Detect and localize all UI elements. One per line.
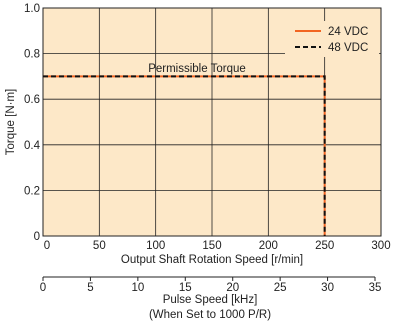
secondary-tick-label: 35 <box>369 282 382 294</box>
y-tick-label: 0.2 <box>24 185 40 197</box>
y-tick-labels: 0 0.2 0.4 0.6 0.8 1.0 <box>24 3 41 243</box>
secondary-axis-label: Pulse Speed [kHz] <box>163 294 258 306</box>
secondary-tick-label: 0 <box>40 282 46 294</box>
x-tick-labels: 0 50 100 150 200 250 300 <box>44 240 391 252</box>
legend-label-48vdc: 48 VDC <box>328 42 368 54</box>
x-tick-label: 200 <box>259 240 278 252</box>
x-tick-label: 50 <box>93 240 106 252</box>
y-tick-label: 0.8 <box>24 49 40 61</box>
y-tick-label: 0.4 <box>24 140 41 152</box>
y-tick-label: 0.6 <box>24 94 40 106</box>
series-line-48-vdc <box>43 75 326 236</box>
y-axis-label: Torque [N·m] <box>5 89 17 155</box>
secondary-tick-label: 5 <box>87 282 93 294</box>
x-axis-label: Output Shaft Rotation Speed [r/min] <box>121 254 303 266</box>
x-tick-label: 100 <box>146 240 165 252</box>
x-tick-label: 0 <box>44 240 50 252</box>
x-tick-label: 250 <box>315 240 334 252</box>
plot-frame <box>42 7 382 237</box>
secondary-tick-label: 20 <box>226 282 239 294</box>
y-tick-label: 0 <box>34 231 40 243</box>
legend-label-24vdc: 24 VDC <box>328 26 368 38</box>
legend-background <box>285 21 379 57</box>
secondary-tick-label: 10 <box>131 282 144 294</box>
x-tick-label: 150 <box>202 240 221 252</box>
x-tick-label: 300 <box>371 240 390 252</box>
secondary-tick-labels: 0 5 10 15 20 25 30 35 <box>40 277 382 294</box>
secondary-tick-label: 30 <box>321 282 334 294</box>
series-lines <box>43 75 326 236</box>
annotation-permissible-torque: Permissible Torque <box>148 63 246 75</box>
legend: 24 VDC 48 VDC <box>285 21 379 57</box>
secondary-axis-sublabel: (When Set to 1000 P/R) <box>149 309 271 321</box>
secondary-axis: 0 5 10 15 20 25 30 35 Pulse Speed [kHz] (When S… <box>40 276 382 321</box>
secondary-tick-label: 25 <box>274 282 287 294</box>
y-tick-label: 1.0 <box>24 3 40 15</box>
secondary-tick-label: 15 <box>179 282 192 294</box>
